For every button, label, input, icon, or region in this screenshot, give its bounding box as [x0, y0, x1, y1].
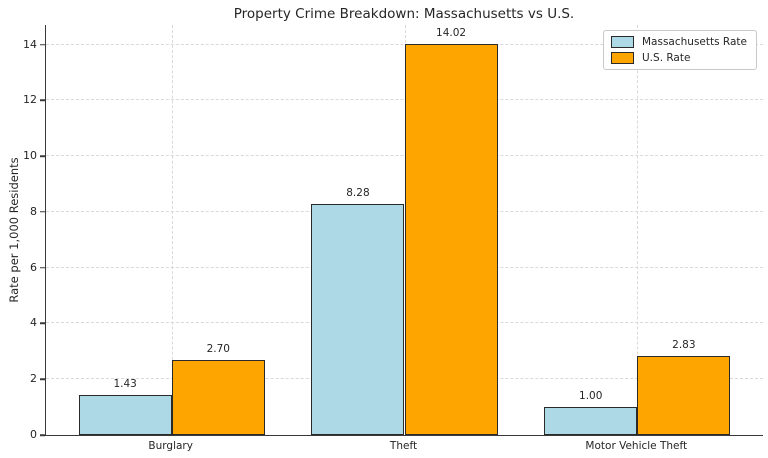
y-tick-label: 2: [30, 372, 37, 386]
y-tick-mark: [40, 322, 45, 325]
chart-title: Property Crime Breakdown: Massachusetts …: [233, 6, 575, 22]
y-tick-label: 4: [30, 316, 37, 330]
y-tick-mark: [40, 211, 45, 213]
bar-us-0: [171, 359, 265, 435]
y-axis-label: Rate per 1,000 Residents: [7, 157, 21, 303]
y-tick-label: 0: [30, 428, 37, 442]
y-tick-mark: [40, 155, 45, 157]
legend-swatch-massachusetts: [611, 36, 634, 48]
y-tick-label: 14: [23, 37, 37, 51]
y-tick-mark: [40, 43, 45, 46]
legend-label-us: U.S. Rate: [642, 52, 691, 64]
legend-swatch-us: [611, 52, 634, 64]
legend-item-massachusetts: Massachusetts Rate: [611, 36, 747, 48]
y-tick-label: 6: [30, 260, 37, 274]
y-tick-mark: [40, 99, 45, 102]
bar-value-label: 2.70: [206, 342, 230, 355]
bar-us-1: [404, 43, 498, 435]
grid-line-vertical: [637, 25, 639, 435]
y-tick-mark: [40, 434, 45, 436]
legend-item-us: U.S. Rate: [611, 52, 747, 64]
x-category-label: Theft: [389, 440, 418, 452]
bar-massachusetts-2: [544, 407, 638, 435]
y-tick-mark: [40, 378, 45, 380]
x-category-label: Burglary: [148, 440, 193, 452]
bar-value-label: 14.02: [436, 26, 467, 39]
grid-line-vertical: [171, 25, 173, 435]
plot-area: 1.43 8.28 1.00 2.70 14.02 2.83: [45, 25, 763, 436]
bar-value-label: 1.00: [579, 390, 603, 403]
y-tick-mark: [40, 266, 45, 269]
x-category-label: Motor Vehicle Theft: [585, 440, 688, 452]
legend-label-massachusetts: Massachusetts Rate: [642, 36, 747, 48]
legend: Massachusetts Rate U.S. Rate: [603, 30, 757, 70]
y-tick-label: 12: [23, 93, 37, 107]
y-tick-label: 10: [23, 149, 37, 163]
bar-massachusetts-1: [311, 204, 405, 435]
bar-us-2: [637, 356, 731, 435]
bar-value-label: 1.43: [113, 378, 137, 391]
bar-value-label: 2.83: [672, 339, 696, 352]
y-tick-label: 8: [30, 205, 37, 219]
bar-value-label: 8.28: [346, 187, 370, 200]
bar-massachusetts-0: [78, 395, 172, 435]
